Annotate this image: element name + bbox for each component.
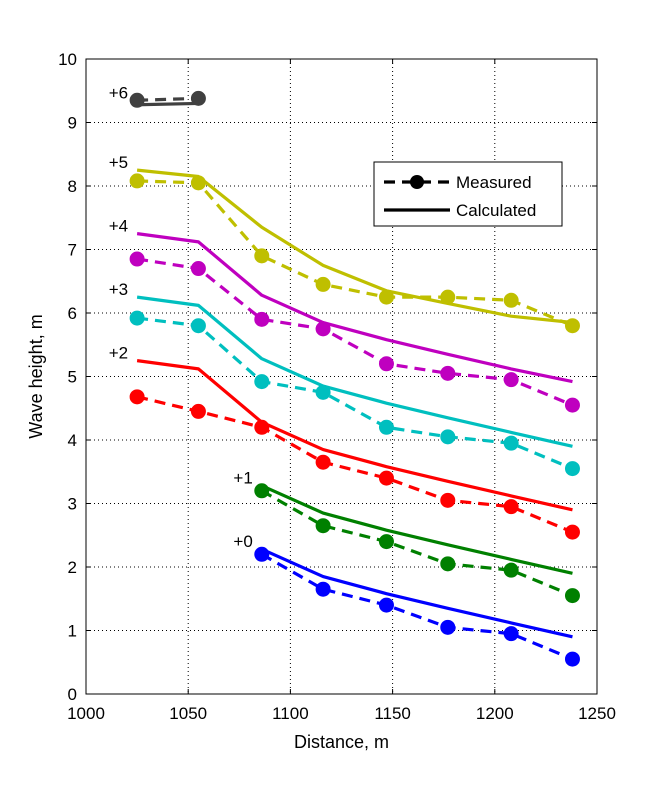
offset-label: +2: [109, 344, 128, 363]
measured-point: [564, 651, 580, 667]
measured-point: [129, 92, 145, 108]
y-tick-label: 2: [68, 558, 77, 577]
measured-point: [315, 384, 331, 400]
x-tick-label: 1100: [272, 704, 309, 723]
measured-line: [137, 179, 574, 328]
offset-label: +5: [109, 153, 128, 172]
y-tick-label: 1: [68, 622, 77, 641]
measured-point: [190, 261, 206, 277]
measured-point: [503, 562, 519, 578]
measured-point: [440, 289, 456, 305]
measured-point: [315, 321, 331, 337]
measured-point: [440, 365, 456, 381]
x-axis-label: Distance, m: [294, 732, 389, 752]
measured-point: [564, 461, 580, 477]
offset-label: +1: [233, 469, 252, 488]
measured-point: [378, 470, 394, 486]
measured-point: [254, 419, 270, 435]
calculated-line: [136, 232, 573, 384]
x-tick-label: 1150: [374, 704, 411, 723]
x-tick-label: 1200: [476, 704, 514, 723]
measured-point: [129, 389, 145, 405]
measured-point: [190, 318, 206, 334]
measured-point: [254, 311, 270, 327]
y-tick-label: 10: [58, 50, 77, 69]
calculated-line: [261, 484, 573, 575]
legend-calculated-label: Calculated: [456, 201, 536, 220]
measured-point: [190, 403, 206, 419]
measured-point: [503, 435, 519, 451]
measured-point: [564, 524, 580, 540]
y-tick-label: 6: [68, 304, 77, 323]
measured-point: [315, 276, 331, 292]
measured-point: [440, 492, 456, 508]
x-tick-label: 1050: [169, 704, 207, 723]
measured-point: [378, 289, 394, 305]
measured-point: [129, 251, 145, 267]
y-tick-label: 4: [68, 431, 77, 450]
measured-point: [254, 248, 270, 264]
measured-point: [564, 318, 580, 334]
offset-label: +0: [233, 532, 252, 551]
measured-line: [136, 316, 574, 471]
calculated-line: [136, 168, 573, 325]
measured-point: [254, 483, 270, 499]
measured-point: [564, 588, 580, 604]
measured-point: [378, 534, 394, 550]
offset-label: +6: [109, 83, 128, 102]
y-tick-label: 9: [68, 114, 77, 133]
measured-point: [378, 356, 394, 372]
measured-point: [254, 374, 270, 390]
measured-point: [190, 90, 206, 106]
offset-label: +3: [109, 280, 128, 299]
calculated-line: [136, 295, 573, 448]
measured-line: [260, 489, 574, 598]
legend-measured-marker: [410, 175, 424, 189]
measured-point: [440, 556, 456, 572]
measured-line: [137, 96, 199, 102]
legend-measured-label: Measured: [456, 173, 532, 192]
y-tick-label: 5: [68, 368, 77, 387]
y-tick-label: 7: [68, 241, 77, 260]
measured-point: [378, 419, 394, 435]
measured-line: [136, 257, 574, 407]
x-tick-label: 1250: [578, 704, 616, 723]
measured-point: [315, 581, 331, 597]
calculated-line: [136, 359, 573, 512]
y-tick-label: 8: [68, 177, 77, 196]
measured-point: [315, 518, 331, 534]
measured-point: [254, 546, 270, 562]
measured-point: [315, 454, 331, 470]
measured-point: [378, 597, 394, 613]
measured-point: [503, 292, 519, 308]
measured-point: [190, 175, 206, 191]
y-tick-label: 0: [68, 685, 77, 704]
measured-point: [564, 397, 580, 413]
measured-point: [129, 310, 145, 326]
measured-point: [503, 499, 519, 515]
legend-box: [373, 161, 563, 227]
calculated-line: [137, 101, 199, 107]
measured-point: [129, 173, 145, 189]
measured-line: [136, 395, 574, 534]
measured-point: [440, 619, 456, 635]
x-tick-label: 1000: [67, 704, 105, 723]
measured-point: [503, 372, 519, 388]
measured-point: [503, 626, 519, 642]
calculated-line: [261, 547, 573, 639]
measured-line: [260, 552, 574, 661]
offset-label: +4: [109, 217, 128, 236]
measured-point: [440, 429, 456, 445]
y-tick-label: 3: [68, 495, 77, 514]
y-axis-label: Wave height, m: [26, 314, 46, 438]
